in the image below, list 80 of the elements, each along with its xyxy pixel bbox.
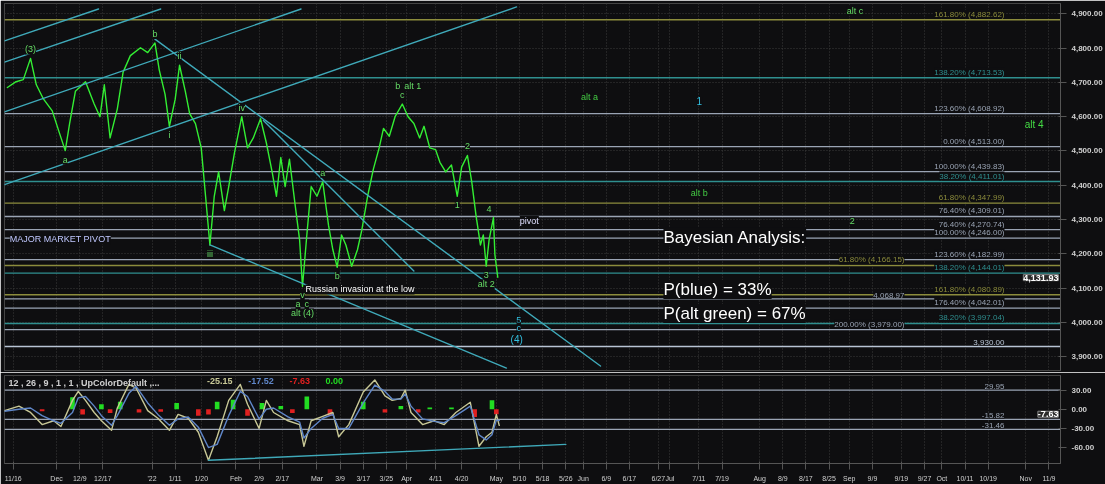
ref-line-label: 200.00% (3,979.00): [834, 319, 905, 329]
y-tick-label: 4,600.00: [1071, 112, 1104, 122]
y-tick-label: 0.00: [1071, 404, 1088, 414]
ref-line-label: 123.60% (4,608.92): [934, 103, 1005, 113]
annotation: 1: [454, 200, 460, 211]
y-tick-label: 3,900.00: [1071, 352, 1104, 362]
annotation: 2: [849, 215, 855, 226]
annotation: P(blue) = 33%: [663, 279, 772, 299]
annotation: P(alt green) = 67%: [663, 304, 806, 324]
ref-line-label: 3,930.00: [973, 338, 1006, 348]
series-label: -17.52: [248, 375, 274, 386]
ref-line-label: -31.46: [981, 421, 1006, 431]
ref-line-label: 138.20% (4,713.53): [934, 67, 1005, 77]
y-tick-label: 4,100.00: [1071, 283, 1104, 293]
annotation: iii: [206, 248, 213, 259]
annotation: a: [295, 299, 301, 310]
text: -7.63: [289, 375, 311, 386]
y-tick-label: 4,800.00: [1071, 43, 1104, 53]
annotation: 1: [696, 96, 703, 108]
annotation: MAJOR MARKET PIVOT: [9, 234, 112, 245]
annotation: 4,131.93: [1023, 272, 1059, 283]
y-tick-label: 4,500.00: [1071, 146, 1104, 156]
y-tick-label: -60.00: [1071, 443, 1095, 453]
annotation: iv: [238, 102, 246, 113]
ref-line-label: 161.80% (4,080.89): [934, 284, 1005, 294]
ref-line-label: 4,068.97: [873, 290, 906, 300]
y-tick-label: 4,900.00: [1071, 9, 1104, 19]
ref-line-label: 100.00% (4,439.83): [934, 161, 1005, 171]
ref-line-label: 0.00% (4,513.00): [943, 136, 1005, 146]
y-tick-label: 4,400.00: [1071, 180, 1104, 190]
ref-line-label: 138.20% (4,144.01): [934, 263, 1005, 273]
annotation: alt 1: [404, 81, 422, 91]
y-tick-label: -30.00: [1071, 423, 1095, 433]
annotation: Russian invasion at the low: [305, 284, 416, 295]
annotation: a: [62, 154, 68, 165]
annotation: i: [168, 130, 171, 141]
annotation: alt b: [690, 187, 708, 198]
annotation: c: [304, 299, 310, 310]
annotation: alt 2: [477, 279, 495, 290]
annotation: 4: [486, 203, 492, 214]
annotation: v: [300, 290, 306, 301]
ref-line-label: 61.80% (4,166.15): [838, 255, 905, 265]
annotation: pivot: [519, 215, 540, 226]
y-tick-label: 4,700.00: [1071, 77, 1104, 87]
ref-line-label: 38.20% (3,997.04): [938, 313, 1005, 323]
annotation: a: [320, 167, 326, 178]
annotation: Bayesian Analysis:: [663, 227, 806, 247]
series-label: -25.15: [207, 375, 233, 386]
annotation: b: [334, 271, 340, 282]
annotation: b: [395, 81, 401, 91]
annotation: (3): [25, 44, 37, 55]
annotation: ii: [177, 51, 182, 62]
chart-title: 12 , 26 , 9 , 1 , 1 , UpColorDefault ,...: [8, 377, 160, 388]
annotation: alt c: [846, 5, 864, 16]
annotation: c: [400, 90, 406, 100]
ref-line-label: 29.95: [984, 382, 1006, 392]
annotation: b: [152, 28, 158, 39]
ref-line-label: 123.60% (4,182.99): [934, 249, 1005, 259]
annotation: alt (4): [290, 308, 315, 319]
y-tick-label: 4,000.00: [1071, 317, 1104, 327]
ref-line-label: 61.80% (4,347.99): [938, 193, 1005, 203]
annotation: alt 4: [1024, 119, 1044, 131]
text: 0.00: [325, 375, 344, 386]
annotation: -7.63: [1037, 409, 1059, 420]
annotation: 3: [483, 270, 489, 281]
annotation: alt a: [581, 92, 599, 103]
ref-line-label: 38.20% (4,411.01): [939, 171, 1005, 181]
ref-line-label: 76.40% (4,309.01): [938, 206, 1005, 216]
annotation: (4): [510, 333, 523, 345]
y-tick-label: 4,300.00: [1071, 215, 1104, 225]
ref-line-label: 100.00% (4,246.00): [934, 228, 1005, 238]
annotation: 2: [464, 141, 470, 152]
ref-line-label: 76.40% (4,270.74): [938, 219, 1005, 229]
ref-line-label: 161.80% (4,882.62): [934, 9, 1005, 19]
y-tick-label: 30.00: [1071, 385, 1093, 395]
ref-line-label: 176.40% (4,042.01): [934, 298, 1005, 308]
y-tick-label: 4,200.00: [1071, 249, 1104, 259]
ref-line-label: -15.82: [981, 411, 1006, 421]
annotation: c: [516, 322, 522, 333]
annotation: 5: [516, 314, 522, 325]
